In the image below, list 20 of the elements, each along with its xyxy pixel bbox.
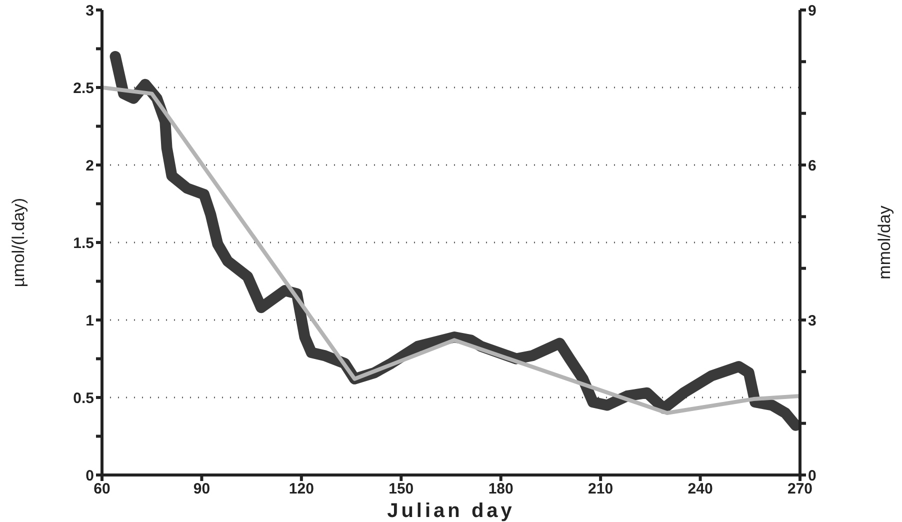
x-tick-label: 240	[688, 480, 713, 498]
y-tick-label: 2.5	[73, 80, 94, 97]
y2-axis-title: mmol/day	[875, 205, 894, 280]
y2-tick-label: 9	[808, 2, 816, 20]
x-tick-label: 60	[94, 480, 110, 498]
y-axis-title: µmol/(l.day)	[9, 198, 28, 288]
y2-tick-label: 6	[808, 157, 816, 174]
y-tick-label: 2	[86, 157, 94, 174]
y-tick-label: 1	[86, 312, 94, 330]
x-tick-label: 210	[588, 480, 614, 498]
x-tick-label: 150	[388, 480, 414, 498]
x-tick-label: 120	[288, 480, 314, 498]
y-tick-label: 1.5	[73, 234, 94, 252]
y-tick-label: 0	[86, 467, 94, 484]
y-tick-label: 3	[86, 2, 94, 20]
x-tick-label: 180	[488, 480, 514, 498]
y2-tick-label: 3	[808, 312, 816, 330]
x-tick-label: 90	[193, 480, 210, 498]
x-axis-title: Julian day	[387, 500, 515, 522]
y-tick-label: 0.5	[73, 390, 94, 407]
